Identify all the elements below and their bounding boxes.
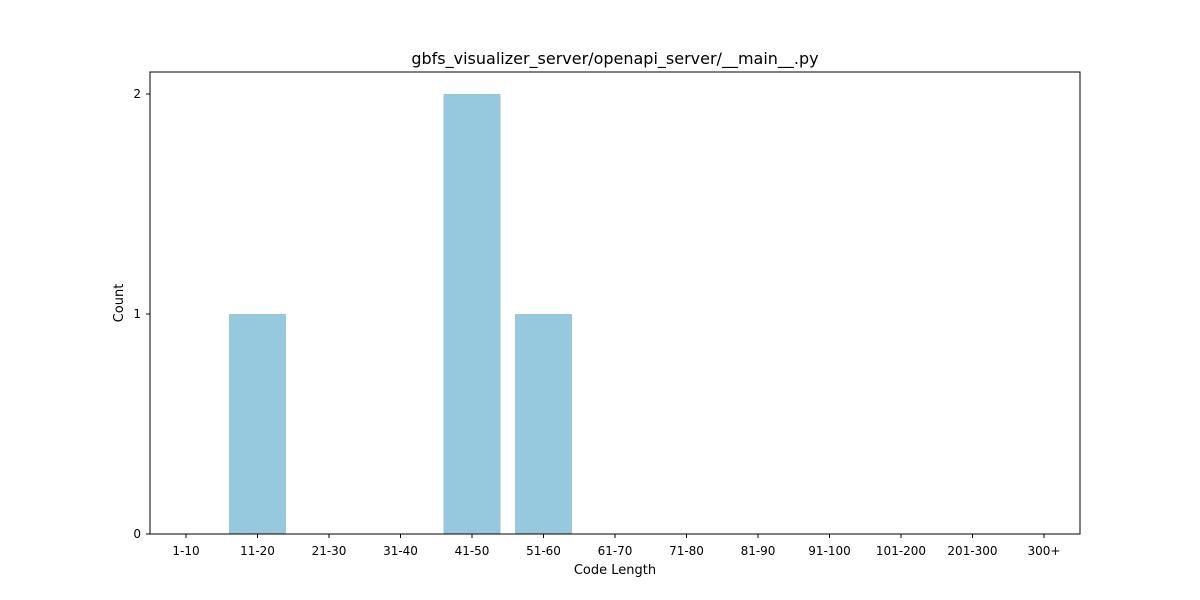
plot-frame (149, 71, 1081, 535)
bars-group (229, 94, 572, 534)
x-axis-label: Code Length (574, 563, 656, 578)
x-tick-label: 300+ (1028, 544, 1061, 558)
y-axis-ticks: 0 1 2 (133, 87, 150, 541)
x-tick-label: 71-80 (669, 544, 704, 558)
x-tick-label: 31-40 (383, 544, 418, 558)
y-tick-label: 1 (133, 307, 141, 321)
x-axis-ticks: 1-10 11-20 21-30 31-40 41-50 51-60 61-70 71-80 8… (172, 534, 1060, 558)
y-axis-label: Count (112, 284, 127, 323)
x-tick-label: 61-70 (598, 544, 633, 558)
y-tick-label: 0 (133, 527, 141, 541)
x-tick-label: 101-200 (876, 544, 926, 558)
bar-11-20 (229, 314, 286, 534)
x-tick-label: 81-90 (741, 544, 776, 558)
x-tick-label: 41-50 (455, 544, 490, 558)
x-tick-label: 1-10 (172, 544, 199, 558)
x-tick-label: 51-60 (526, 544, 561, 558)
chart-title: gbfs_visualizer_server/openapi_server/__… (411, 49, 818, 69)
x-tick-label: 21-30 (312, 544, 347, 558)
x-tick-label: 11-20 (240, 544, 275, 558)
y-tick-label: 2 (133, 87, 141, 101)
bar-51-60 (515, 314, 572, 534)
x-tick-label: 91-100 (808, 544, 851, 558)
bar-41-50 (443, 94, 501, 534)
x-tick-label: 201-300 (947, 544, 997, 558)
